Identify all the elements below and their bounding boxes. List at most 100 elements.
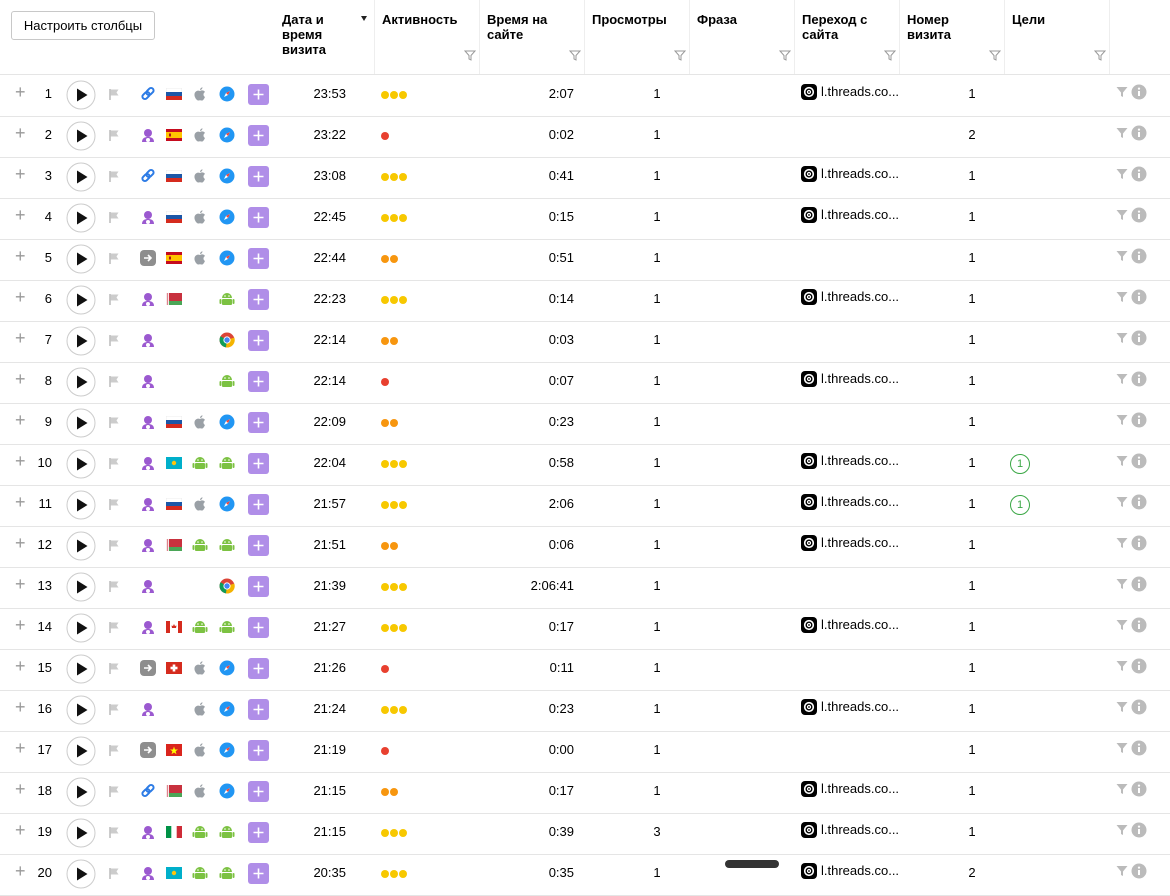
- referrer[interactable]: l.threads.co...: [821, 289, 900, 304]
- add-button[interactable]: [248, 207, 269, 228]
- row-filter[interactable]: [1116, 414, 1128, 426]
- row-filter[interactable]: [1116, 537, 1128, 549]
- expand-button[interactable]: +: [15, 164, 26, 184]
- expand-button[interactable]: +: [15, 820, 26, 840]
- row-info[interactable]: [1131, 412, 1147, 428]
- add-button[interactable]: [248, 84, 269, 105]
- row-filter[interactable]: [1116, 660, 1128, 672]
- add-button[interactable]: [248, 125, 269, 146]
- row-filter[interactable]: [1116, 86, 1128, 98]
- play-button[interactable]: [66, 736, 96, 766]
- row-info[interactable]: [1131, 535, 1147, 551]
- visit-row[interactable]: +11 21:57 2:06 1 l.threads.co... 1 1: [0, 485, 1170, 527]
- referrer[interactable]: l.threads.co...: [821, 494, 900, 509]
- add-button[interactable]: [248, 617, 269, 638]
- play-button[interactable]: [66, 859, 96, 889]
- row-info[interactable]: [1131, 740, 1147, 756]
- visit-row[interactable]: +16 21:24 0:23 1 l.threads.co... 1: [0, 690, 1170, 732]
- expand-button[interactable]: +: [15, 779, 26, 799]
- row-filter[interactable]: [1116, 209, 1128, 221]
- row-filter[interactable]: [1116, 250, 1128, 262]
- row-filter[interactable]: [1116, 291, 1128, 303]
- row-filter[interactable]: [1116, 373, 1128, 385]
- visit-row[interactable]: +15 21:26 0:11 1 1: [0, 649, 1170, 691]
- add-button[interactable]: [248, 166, 269, 187]
- add-button[interactable]: [248, 863, 269, 884]
- flag-button[interactable]: [107, 538, 121, 552]
- row-info[interactable]: [1131, 576, 1147, 592]
- flag-button[interactable]: [107, 169, 121, 183]
- column-header[interactable]: Фраза: [690, 0, 795, 74]
- expand-button[interactable]: +: [15, 574, 26, 594]
- flag-button[interactable]: [107, 620, 121, 634]
- flag-button[interactable]: [107, 251, 121, 265]
- row-info[interactable]: [1131, 699, 1147, 715]
- flag-button[interactable]: [107, 866, 121, 880]
- play-button[interactable]: [66, 572, 96, 602]
- row-filter[interactable]: [1116, 168, 1128, 180]
- flag-button[interactable]: [107, 784, 121, 798]
- row-info[interactable]: [1131, 863, 1147, 879]
- visit-row[interactable]: +10 22:04 0:58 1 l.threads.co... 1 1: [0, 444, 1170, 486]
- visit-row[interactable]: +1 23:53 2:07 1 l.threads.co... 1: [0, 75, 1170, 117]
- flag-button[interactable]: [107, 128, 121, 142]
- add-button[interactable]: [248, 699, 269, 720]
- visit-row[interactable]: +13 21:39 2:06:41 1 1: [0, 567, 1170, 609]
- flag-button[interactable]: [107, 825, 121, 839]
- play-button[interactable]: [66, 203, 96, 233]
- row-info[interactable]: [1131, 781, 1147, 797]
- filter-icon[interactable]: [989, 49, 1001, 61]
- play-button[interactable]: [66, 162, 96, 192]
- play-button[interactable]: [66, 408, 96, 438]
- row-info[interactable]: [1131, 330, 1147, 346]
- row-filter[interactable]: [1116, 865, 1128, 877]
- column-header[interactable]: Переход с сайта: [795, 0, 900, 74]
- expand-button[interactable]: +: [15, 328, 26, 348]
- visit-row[interactable]: +3 23:08 0:41 1 l.threads.co... 1: [0, 157, 1170, 199]
- column-header[interactable]: Цели: [1005, 0, 1110, 74]
- flag-button[interactable]: [107, 497, 121, 511]
- row-info[interactable]: [1131, 125, 1147, 141]
- visit-row[interactable]: +2 23:22 0:02 1 2: [0, 116, 1170, 158]
- expand-button[interactable]: +: [15, 492, 26, 512]
- row-filter[interactable]: [1116, 578, 1128, 590]
- flag-button[interactable]: [107, 87, 121, 101]
- column-header[interactable]: Дата и время визита: [275, 0, 375, 74]
- row-filter[interactable]: [1116, 742, 1128, 754]
- expand-button[interactable]: +: [15, 246, 26, 266]
- expand-button[interactable]: +: [15, 738, 26, 758]
- row-info[interactable]: [1131, 248, 1147, 264]
- visit-row[interactable]: +17 21:19 0:00 1 1: [0, 731, 1170, 773]
- visit-row[interactable]: +4 22:45 0:15 1 l.threads.co... 1: [0, 198, 1170, 240]
- row-filter[interactable]: [1116, 783, 1128, 795]
- flag-button[interactable]: [107, 333, 121, 347]
- add-button[interactable]: [248, 330, 269, 351]
- row-filter[interactable]: [1116, 701, 1128, 713]
- referrer[interactable]: l.threads.co...: [821, 207, 900, 222]
- expand-button[interactable]: +: [15, 369, 26, 389]
- row-filter[interactable]: [1116, 496, 1128, 508]
- add-button[interactable]: [248, 781, 269, 802]
- referrer[interactable]: l.threads.co...: [821, 863, 900, 878]
- expand-button[interactable]: +: [15, 205, 26, 225]
- expand-button[interactable]: +: [15, 287, 26, 307]
- add-button[interactable]: [248, 658, 269, 679]
- visit-row[interactable]: +12 21:51 0:06 1 l.threads.co... 1: [0, 526, 1170, 568]
- row-filter[interactable]: [1116, 619, 1128, 631]
- add-button[interactable]: [248, 453, 269, 474]
- referrer[interactable]: l.threads.co...: [821, 84, 900, 99]
- flag-button[interactable]: [107, 702, 121, 716]
- visit-row[interactable]: +20 20:35 0:35 1 l.threads.co... 2: [0, 854, 1170, 896]
- visit-row[interactable]: +5 22:44 0:51 1 1: [0, 239, 1170, 281]
- referrer[interactable]: l.threads.co...: [821, 822, 900, 837]
- row-info[interactable]: [1131, 453, 1147, 469]
- add-button[interactable]: [248, 248, 269, 269]
- filter-icon[interactable]: [569, 49, 581, 61]
- play-button[interactable]: [66, 367, 96, 397]
- add-button[interactable]: [248, 822, 269, 843]
- row-info[interactable]: [1131, 207, 1147, 223]
- add-button[interactable]: [248, 576, 269, 597]
- flag-button[interactable]: [107, 210, 121, 224]
- expand-button[interactable]: +: [15, 533, 26, 553]
- flag-button[interactable]: [107, 661, 121, 675]
